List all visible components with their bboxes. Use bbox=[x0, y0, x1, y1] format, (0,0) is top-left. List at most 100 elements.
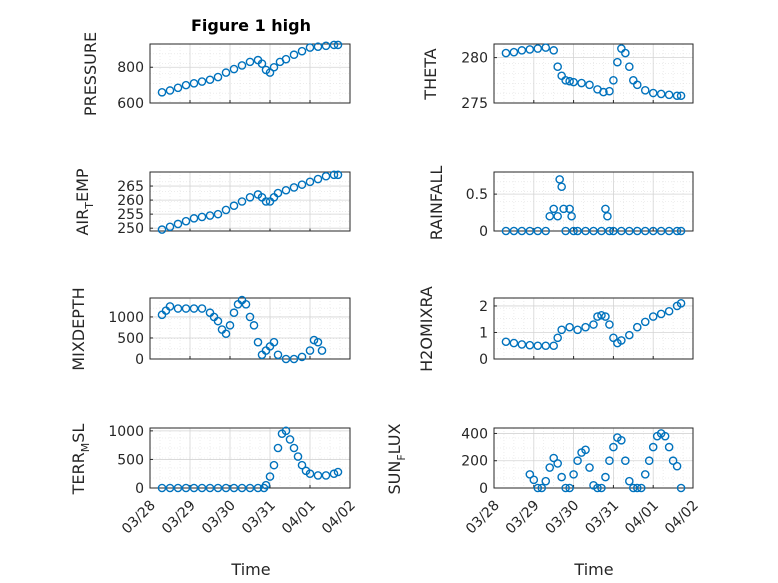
data-point bbox=[297, 180, 307, 189]
data-point bbox=[569, 470, 578, 479]
data-point bbox=[664, 442, 674, 452]
data-point bbox=[289, 443, 299, 453]
axes-frame-1 bbox=[493, 43, 694, 104]
data-point bbox=[529, 475, 539, 485]
data-point bbox=[197, 304, 207, 313]
data-point bbox=[545, 463, 555, 472]
subplot-6: 03/28 03/29 03/30 03/31 04/01 04/02 0 500 1000 bbox=[108, 424, 358, 538]
x-tick-label: 03/29 bbox=[503, 498, 543, 538]
data-point bbox=[565, 483, 574, 493]
data-point bbox=[632, 322, 642, 332]
data-point bbox=[581, 322, 590, 332]
data-point bbox=[597, 226, 606, 236]
data-point bbox=[629, 483, 638, 493]
data-point bbox=[603, 211, 612, 221]
data-point bbox=[561, 226, 570, 236]
data-point bbox=[165, 86, 175, 95]
y-tick-label: 260 bbox=[117, 193, 144, 209]
xlabel-left: Time bbox=[230, 560, 270, 579]
data-point bbox=[269, 460, 279, 470]
data-point bbox=[573, 325, 582, 335]
y-tick-label: 1 bbox=[479, 325, 488, 341]
data-point bbox=[245, 483, 255, 493]
ylabel-theta: THETA bbox=[421, 48, 440, 100]
data-point bbox=[565, 76, 574, 86]
data-point bbox=[533, 226, 543, 236]
axes-frame-5 bbox=[493, 297, 694, 360]
data-point bbox=[213, 316, 223, 326]
data-point bbox=[189, 79, 199, 88]
data-point bbox=[644, 456, 654, 466]
subplot-7: 03/28 03/29 03/30 03/31 04/01 04/02 0 200 400 bbox=[461, 426, 702, 537]
data-point bbox=[672, 91, 682, 101]
data-point bbox=[501, 48, 511, 58]
y-tick-label: 0 bbox=[479, 481, 488, 497]
data-point bbox=[229, 201, 239, 211]
data-point bbox=[281, 54, 291, 64]
data-point bbox=[597, 310, 606, 320]
data-point bbox=[589, 320, 598, 329]
data-point bbox=[305, 346, 315, 355]
data-point bbox=[585, 80, 594, 90]
data-point bbox=[165, 222, 175, 232]
data-point bbox=[181, 304, 191, 313]
y-tick-label: 800 bbox=[117, 60, 144, 76]
data-point bbox=[321, 41, 331, 51]
data-point bbox=[676, 91, 686, 101]
data-point bbox=[173, 483, 183, 493]
data-point bbox=[269, 62, 279, 72]
data-point bbox=[621, 456, 630, 466]
data-point bbox=[173, 304, 183, 313]
axes-frame-6 bbox=[149, 427, 351, 489]
data-point bbox=[573, 226, 582, 236]
data-point bbox=[173, 83, 183, 93]
data-point bbox=[549, 46, 559, 55]
data-point bbox=[313, 42, 323, 51]
data-point bbox=[541, 476, 551, 486]
data-point bbox=[573, 456, 582, 466]
data-point bbox=[157, 225, 167, 234]
data-point bbox=[517, 340, 527, 349]
data-point bbox=[525, 470, 535, 479]
data-point bbox=[205, 75, 215, 85]
data-point bbox=[173, 219, 183, 229]
data-point bbox=[597, 483, 606, 493]
data-point bbox=[189, 214, 199, 223]
data-point bbox=[599, 87, 608, 97]
data-point bbox=[648, 442, 658, 452]
x-tick-label: 03/31 bbox=[239, 498, 279, 538]
data-point bbox=[237, 61, 247, 70]
data-point bbox=[668, 456, 678, 466]
data-point bbox=[501, 226, 511, 236]
data-point bbox=[553, 62, 562, 71]
data-point bbox=[165, 483, 175, 493]
data-point bbox=[197, 483, 207, 493]
data-point bbox=[181, 216, 191, 226]
data-point bbox=[632, 226, 642, 236]
data-point bbox=[549, 204, 559, 214]
data-point bbox=[245, 192, 255, 202]
data-point bbox=[557, 325, 566, 335]
data-point bbox=[656, 309, 666, 319]
data-point bbox=[533, 44, 543, 53]
data-point bbox=[625, 330, 634, 340]
data-point bbox=[569, 226, 578, 236]
y-tick-label: 0 bbox=[479, 224, 488, 240]
data-point bbox=[157, 483, 167, 493]
data-point bbox=[617, 226, 626, 236]
x-tick-label: 03/30 bbox=[199, 498, 239, 538]
data-point bbox=[221, 329, 231, 339]
data-point bbox=[609, 333, 618, 343]
data-point bbox=[501, 337, 511, 347]
x-tick-label: 03/31 bbox=[582, 498, 622, 538]
data-point bbox=[245, 57, 255, 67]
data-point bbox=[533, 483, 543, 493]
data-point bbox=[273, 188, 283, 198]
data-point bbox=[329, 170, 339, 180]
data-point bbox=[625, 226, 634, 236]
data-point bbox=[205, 211, 215, 220]
xlabel-right: Time bbox=[573, 560, 613, 579]
data-point bbox=[249, 321, 259, 330]
